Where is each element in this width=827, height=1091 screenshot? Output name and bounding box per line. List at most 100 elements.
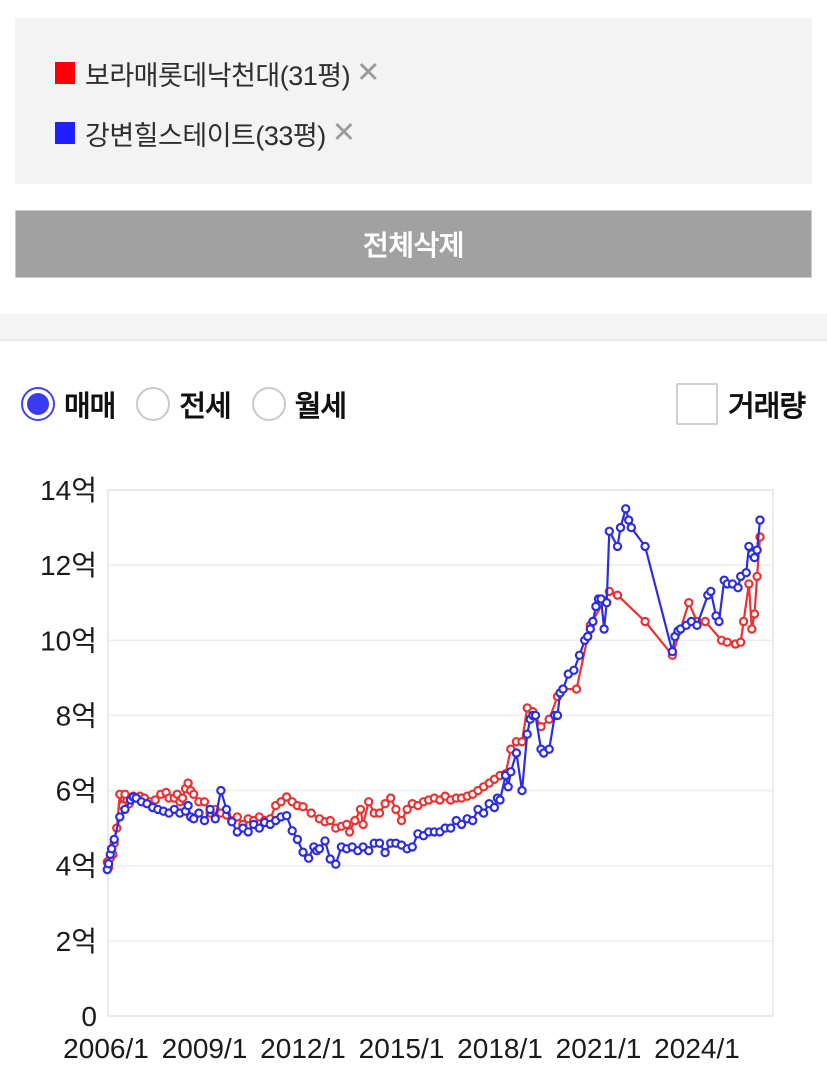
series-marker-red xyxy=(386,793,396,803)
series-line-blue xyxy=(106,507,762,870)
series-marker-blue xyxy=(522,729,532,739)
series-marker-blue xyxy=(210,814,220,824)
delete-all-button[interactable]: 전체삭제 xyxy=(15,210,812,278)
series-marker-blue xyxy=(106,844,117,854)
volume-checkbox-label[interactable]: 거래량 xyxy=(727,391,806,423)
x-axis-tick-label: 2006/1 xyxy=(63,1033,149,1064)
radio-sale[interactable] xyxy=(21,387,55,421)
series-marker-red xyxy=(517,737,527,747)
series-marker-blue xyxy=(714,616,724,627)
series-marker-red xyxy=(325,815,335,826)
radio-group-jeonse[interactable]: 전세 xyxy=(136,383,232,425)
series-marker-blue xyxy=(188,814,199,824)
radio-group-monthly[interactable]: 월세 xyxy=(251,383,347,425)
radio-sale-label[interactable]: 매매 xyxy=(64,391,116,423)
series-marker-blue xyxy=(615,522,626,533)
series-marker-blue xyxy=(706,586,716,597)
volume-checkbox[interactable] xyxy=(675,383,718,425)
series-marker-blue xyxy=(120,804,130,815)
series-marker-blue xyxy=(495,795,505,805)
x-axis-tick-label: 2018/1 xyxy=(457,1033,543,1064)
y-axis-tick-label: 4억 xyxy=(56,851,97,882)
series-marker-blue xyxy=(325,854,335,864)
series-marker-blue xyxy=(755,515,765,525)
series-marker-red xyxy=(177,793,188,803)
series-marker-red xyxy=(232,812,242,822)
series-marker-blue xyxy=(407,842,417,852)
volume-checkbox-group[interactable]: 거래량 xyxy=(675,383,806,425)
series-marker-red xyxy=(199,797,210,807)
series-marker-blue xyxy=(588,616,598,627)
series-marker-red xyxy=(380,799,390,809)
series-marker-blue xyxy=(591,601,601,612)
series-marker-red xyxy=(281,792,292,802)
radio-jeonse[interactable] xyxy=(136,387,171,421)
series-marker-blue xyxy=(544,744,554,754)
series-marker-blue xyxy=(503,782,513,792)
series-marker-red xyxy=(744,579,754,589)
series-marker-red xyxy=(391,804,401,815)
series-marker-blue xyxy=(530,710,541,721)
remove-apartment-close-icon[interactable]: ✕ xyxy=(331,116,357,149)
series-marker-red xyxy=(120,789,130,799)
series-marker-blue xyxy=(103,859,114,869)
x-axis-tick-label: 2021/1 xyxy=(556,1033,642,1064)
series-marker-blue xyxy=(364,846,374,856)
series-marker-blue xyxy=(298,847,308,857)
series-marker-blue xyxy=(489,802,500,813)
series-marker-blue xyxy=(585,624,596,634)
series-marker-red xyxy=(738,616,749,627)
series-marker-blue xyxy=(506,767,516,777)
series-marker-blue xyxy=(733,582,743,593)
series-marker-blue xyxy=(741,567,751,578)
series-marker-blue xyxy=(374,838,385,848)
series-marker-red xyxy=(183,778,193,788)
series-marker-blue xyxy=(205,804,215,815)
series-marker-blue xyxy=(254,823,264,833)
series-color-swatch-blue xyxy=(55,122,75,144)
remove-apartment-close-icon[interactable]: ✕ xyxy=(356,56,381,89)
series-marker-blue xyxy=(604,526,615,537)
legend-item: 강변힐스테이트(33평) ✕ xyxy=(55,116,812,151)
series-marker-blue xyxy=(511,748,522,758)
series-marker-blue xyxy=(199,815,210,826)
series-marker-blue xyxy=(602,597,612,608)
series-marker-red xyxy=(640,616,650,627)
series-marker-blue xyxy=(558,684,568,694)
series-marker-blue xyxy=(380,847,390,858)
x-axis-tick-label: 2012/1 xyxy=(260,1033,346,1064)
series-marker-blue xyxy=(752,545,762,555)
series-marker-red xyxy=(364,797,374,807)
radio-monthly[interactable] xyxy=(251,387,286,421)
series-marker-blue xyxy=(194,808,204,818)
series-marker-blue xyxy=(612,541,623,552)
series-marker-red xyxy=(749,609,760,619)
radio-group-sale[interactable]: 매매 xyxy=(21,383,116,425)
radio-monthly-label[interactable]: 월세 xyxy=(294,391,347,423)
series-marker-red xyxy=(396,815,407,826)
series-color-swatch-red xyxy=(55,62,75,84)
y-axis-tick-label: 12억 xyxy=(40,550,97,581)
section-separator xyxy=(0,314,827,341)
legend-item: 보라매롯데낙천대(31평) ✕ xyxy=(55,56,812,91)
radio-selected-dot xyxy=(27,393,49,415)
series-marker-red xyxy=(684,597,694,608)
series-marker-red xyxy=(344,827,355,837)
series-marker-blue xyxy=(281,811,292,821)
apartment-name-label: 보라매롯데낙천대(31평) xyxy=(85,60,351,91)
radio-jeonse-label[interactable]: 전세 xyxy=(179,391,231,423)
series-marker-blue xyxy=(109,834,119,845)
series-marker-red xyxy=(612,590,623,600)
series-marker-blue xyxy=(569,665,579,675)
series-marker-red xyxy=(571,684,582,694)
y-axis-tick-label: 2억 xyxy=(56,926,97,957)
y-axis-tick-label: 10억 xyxy=(40,625,97,656)
series-marker-blue xyxy=(692,620,702,630)
x-axis-tick-label: 2015/1 xyxy=(359,1033,445,1064)
series-marker-blue xyxy=(456,819,467,830)
series-marker-red xyxy=(355,804,366,815)
series-marker-blue xyxy=(749,552,760,563)
x-axis-tick-label: 2024/1 xyxy=(654,1033,740,1064)
series-marker-red xyxy=(700,616,710,627)
series-marker-blue xyxy=(552,710,563,721)
